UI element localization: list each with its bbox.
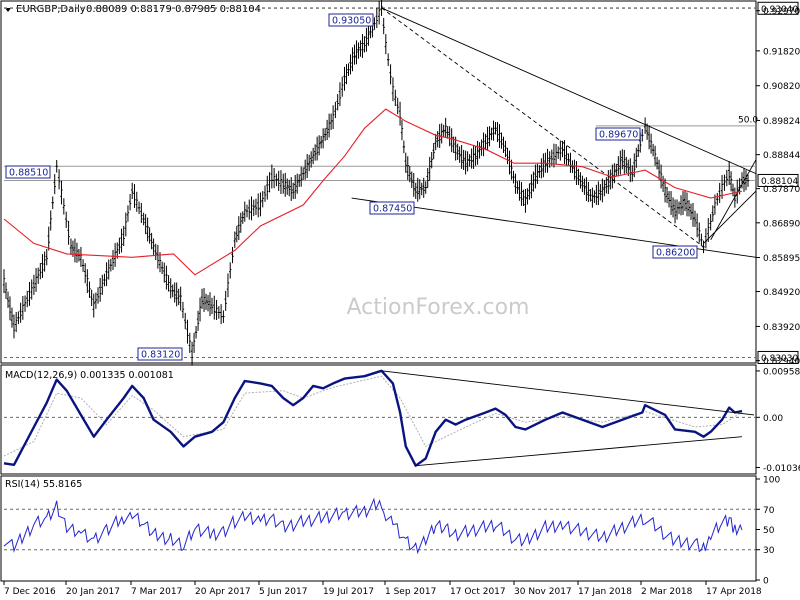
rsi-pane: RSI(14) 55.8165 100 70 50 30 0 [3, 476, 780, 587]
level-label-box [328, 13, 374, 27]
axis-price-box [757, 350, 799, 364]
level-label-box [5, 165, 51, 179]
price-tick-label: 0.89824 [763, 117, 800, 127]
level-label: 0.88510 [9, 168, 48, 179]
rsi-pane-border [0, 475, 757, 582]
macd-trendline-lower [415, 436, 743, 467]
time-axis: 7 Dec 2016 20 Jan 2017 7 Mar 2017 20 Apr 20… [3, 581, 762, 597]
price-tick-label: 0.87870 [763, 185, 800, 195]
fib-annotation: 50.0 [738, 116, 758, 126]
macd-tick-label: 0.00958 [763, 367, 800, 377]
time-tick-label: 20 Jan 2017 [66, 587, 120, 597]
time-tick-label: 17 Jan 2018 [578, 587, 632, 597]
price-tick-label: 0.83920 [763, 323, 800, 333]
level-label-box [137, 347, 183, 361]
level-label-box [652, 245, 698, 259]
moving-average-line [3, 108, 743, 276]
rsi-tick-label: 100 [763, 476, 780, 486]
axis-price-box [757, 1, 799, 15]
watermark: ActionForex.com [347, 295, 530, 320]
price-tick-label: 0.86890 [763, 219, 800, 229]
level-label: 0.93050 [332, 16, 371, 27]
time-tick-label: 7 Dec 2016 [4, 587, 56, 597]
rsi-tick-label: 0 [763, 577, 769, 587]
price-tick-label: 0.82940 [763, 357, 800, 367]
axis-price-box-label: 0.83030 [761, 354, 798, 364]
level-label: 0.86200 [656, 248, 695, 259]
symbol-title: EURGBP,Daily [16, 4, 86, 15]
price-tick-label: 0.92970 [763, 7, 800, 17]
time-tick-label: 2 Mar 2018 [641, 587, 693, 597]
trendline-lower [703, 190, 757, 244]
axis-price-box-label: 0.88104 [761, 177, 798, 187]
level-label-box [595, 127, 641, 141]
price-axis: 0.92970 0.91820 0.90820 0.89824 0.88844 0.878… [756, 7, 800, 367]
axis-price-box [757, 173, 799, 187]
rsi-title: RSI(14) 55.8165 [5, 479, 82, 490]
macd-signal-line [3, 375, 743, 457]
time-tick-label: 20 Apr 2017 [195, 587, 251, 597]
time-tick-label: 7 Mar 2017 [131, 587, 182, 597]
collapse-arrow-icon[interactable] [5, 8, 11, 12]
level-label-box [369, 201, 415, 215]
axis-price-box-label: 0.93040 [761, 5, 798, 15]
time-tick-label: 17 Oct 2017 [450, 587, 506, 597]
level-label: 0.87450 [373, 204, 412, 215]
price-series [2, 0, 750, 366]
rsi-tick-label: 70 [763, 506, 775, 516]
rsi-tick-label: 30 [763, 546, 775, 556]
macd-title: MACD(12,26,9) 0.001335 0.001081 [5, 370, 174, 381]
rsi-line [3, 497, 743, 555]
trendline [381, 7, 757, 175]
rsi-tick-label: 50 [763, 526, 775, 536]
trendline-dashed [381, 7, 704, 248]
macd-pane-border [0, 364, 757, 475]
macd-main-line [3, 369, 743, 467]
level-label: 0.89670 [599, 130, 638, 141]
level-label: 0.83120 [141, 350, 180, 361]
price-tick-label: 0.84920 [763, 288, 800, 298]
macd-tick-label: -0.01036 [763, 464, 800, 474]
macd-tick-label: 0.00 [763, 414, 783, 424]
macd-pane: MACD(12,26,9) 0.001335 0.001081 0.00958 0.… [3, 367, 800, 474]
price-tick-label: 0.88844 [763, 151, 800, 161]
trendlines [351, 7, 757, 258]
price-tick-label: 0.91820 [763, 47, 800, 57]
price-labels: 0.93050 0.88510 0.87450 0.89670 0.86200 0.831… [5, 1, 799, 364]
price-pane-border [0, 0, 757, 364]
time-tick-label: 30 Nov 2017 [514, 587, 572, 597]
macd-trendline-upper [381, 370, 755, 416]
price-tick-label: 0.85895 [763, 254, 800, 264]
trendline [710, 159, 757, 241]
time-tick-label: 17 Apr 2018 [706, 587, 762, 597]
ohlc-values: 0.88089 0.88179 0.87985 0.88104 [86, 4, 261, 15]
chart-header: EURGBP,Daily 0.88089 0.88179 0.87985 0.8… [5, 4, 261, 15]
time-tick-label: 19 Jul 2017 [323, 587, 374, 597]
price-tick-label: 0.90820 [763, 82, 800, 92]
time-tick-label: 1 Sep 2017 [385, 587, 436, 597]
time-tick-label: 5 Jun 2017 [259, 587, 307, 597]
